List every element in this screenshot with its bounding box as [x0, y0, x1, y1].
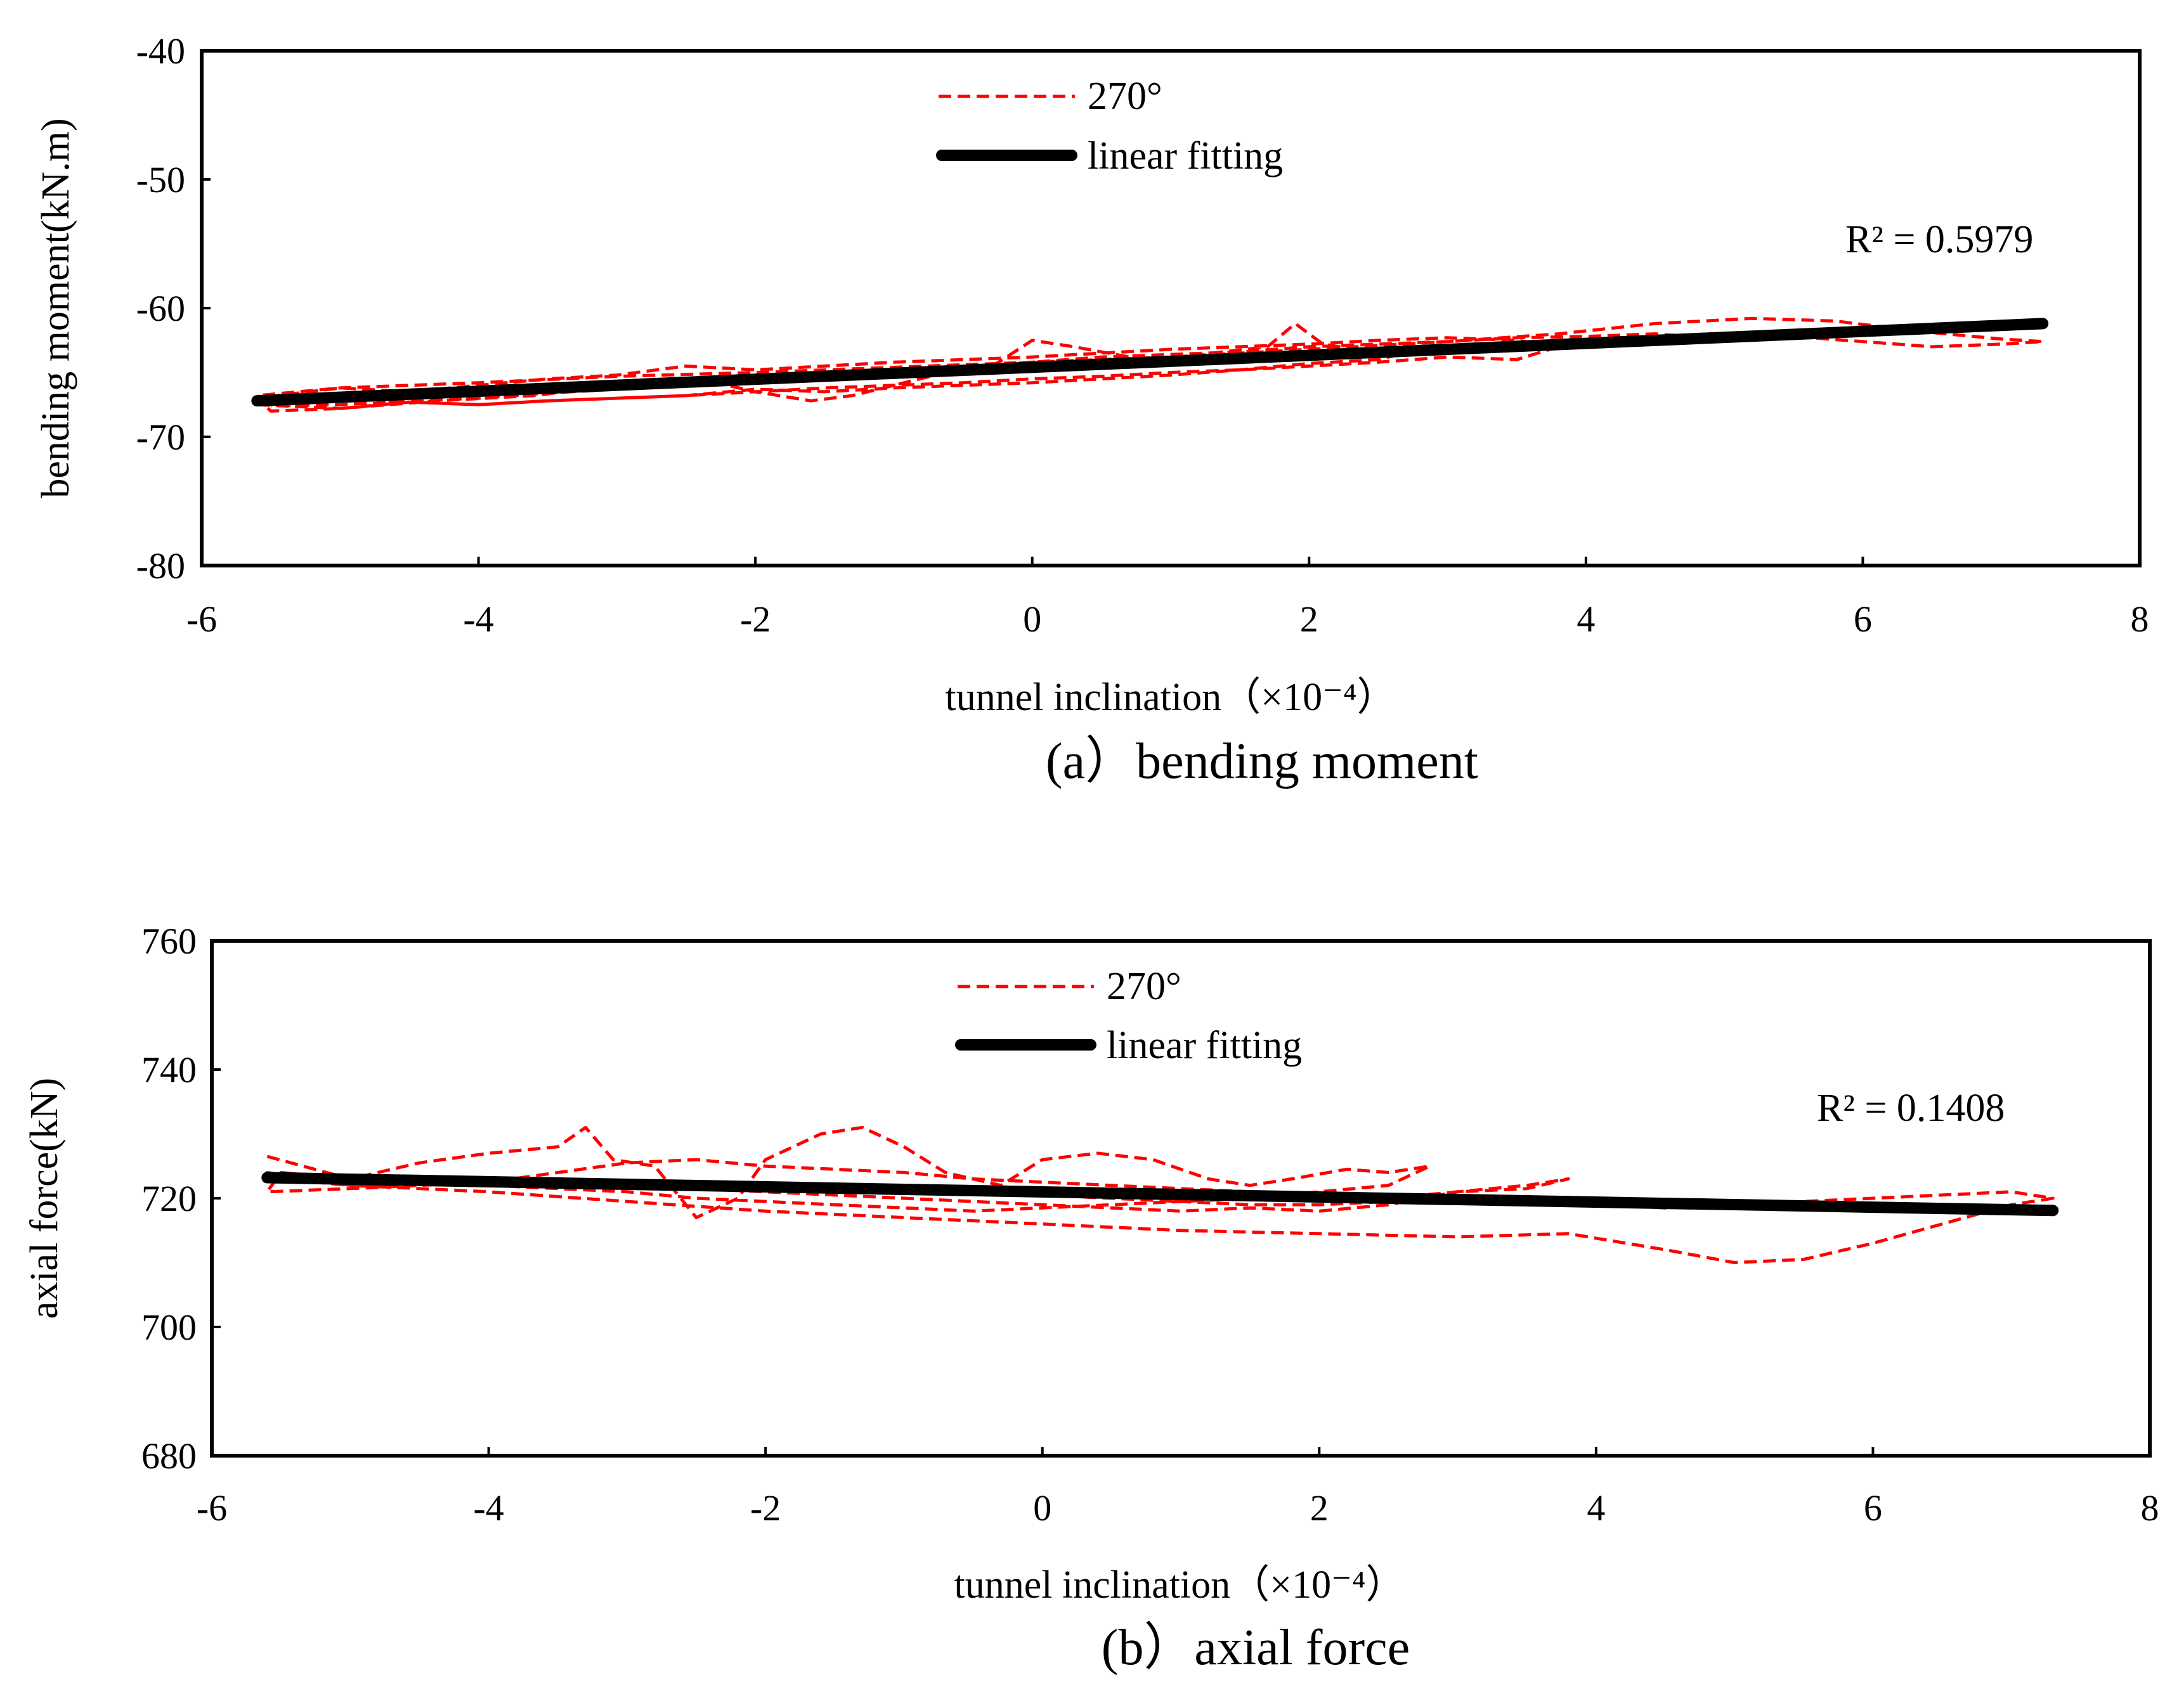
y-axis-title-b: axial force(kN) [23, 1078, 66, 1319]
x-tick-label: 6 [1864, 1487, 1882, 1529]
x-tick-label: -2 [740, 598, 771, 640]
legend-label-fit-a: linear fitting [1088, 134, 1283, 178]
y-tick-label: -80 [136, 545, 185, 586]
x-ticks-b: -6 -4 -2 0 2 4 6 8 [197, 1447, 2159, 1529]
x-tick-label: -4 [463, 598, 493, 640]
y-tick-label: 720 [141, 1178, 197, 1219]
y-tick-label: -60 [136, 288, 185, 329]
y-tick-label: -50 [136, 159, 185, 200]
series-group-a [251, 316, 2049, 413]
legend-a: 270° linear fitting [936, 75, 1283, 178]
y-tick-label: 740 [141, 1049, 197, 1090]
x-axis-title-b: tunnel inclination（×10⁻⁴） [954, 1563, 1405, 1607]
x-tick-label: 6 [1854, 598, 1872, 640]
x-tick-label: 0 [1023, 598, 1041, 640]
legend-label-270-a: 270° [1088, 75, 1162, 118]
r-squared-label-a: R² = 0.5979 [1845, 218, 2033, 261]
y-tick-label: -40 [136, 30, 185, 72]
caption-a: (a）bending moment [1046, 734, 1478, 789]
y-tick-label: 680 [141, 1435, 197, 1477]
x-ticks-a: -6 -4 -2 0 2 4 6 8 [186, 557, 2149, 640]
plot-frame-a [200, 49, 2142, 567]
series-group-b [261, 1125, 2059, 1264]
y-tick-label: 760 [141, 921, 197, 962]
panel-axial-force: 760 740 720 700 680 -6 -4 -2 0 2 4 6 8 axial force(… [23, 921, 2159, 1676]
x-tick-label: 2 [1310, 1487, 1329, 1529]
y-axis-title-a: bending moment(kN.m) [34, 118, 77, 498]
x-tick-label: 8 [2131, 598, 2149, 640]
linear-fit-line [261, 1172, 2059, 1217]
y-ticks-a: -40 -50 -60 -70 -80 [136, 30, 211, 586]
x-tick-label: 0 [1033, 1487, 1051, 1529]
x-axis-title-a: tunnel inclination（×10⁻⁴） [946, 676, 1396, 719]
y-tick-label: 700 [141, 1307, 197, 1348]
x-tick-label: -6 [197, 1487, 227, 1529]
r-squared-label-b: R² = 0.1408 [1817, 1087, 2005, 1130]
legend-label-270-b: 270° [1107, 965, 1181, 1008]
y-ticks-b: 760 740 720 700 680 [141, 921, 221, 1477]
x-tick-label: 4 [1587, 1487, 1605, 1529]
series-270-line [265, 1125, 2055, 1264]
legend-b: 270° linear fitting [955, 965, 1302, 1067]
legend-label-fit-b: linear fitting [1107, 1024, 1302, 1067]
x-tick-label: -2 [750, 1487, 781, 1529]
x-tick-label: 2 [1300, 598, 1318, 640]
series-270-line [255, 316, 2045, 413]
x-tick-label: -4 [473, 1487, 504, 1529]
y-tick-label: -70 [136, 417, 185, 458]
x-tick-label: 8 [2141, 1487, 2159, 1529]
linear-fit-line [251, 318, 2049, 407]
panel-bending-moment: -40 -50 -60 -70 -80 -6 -4 -2 0 2 4 6 8 bending mome… [34, 30, 2149, 789]
caption-b: (b）axial force [1102, 1620, 1410, 1676]
x-tick-label: 4 [1577, 598, 1595, 640]
x-tick-label: -6 [186, 598, 217, 640]
